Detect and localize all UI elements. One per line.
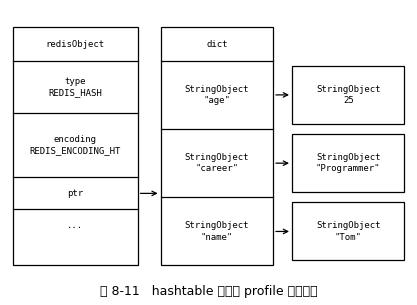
- Text: StringObject
"Tom": StringObject "Tom": [316, 221, 380, 242]
- FancyBboxPatch shape: [292, 203, 404, 260]
- FancyBboxPatch shape: [292, 66, 404, 124]
- Text: 图 8-11   hashtable 编码的 profile 哈希对象: 图 8-11 hashtable 编码的 profile 哈希对象: [100, 285, 317, 298]
- FancyBboxPatch shape: [13, 27, 138, 265]
- Text: StringObject
"name": StringObject "name": [185, 221, 249, 242]
- Text: ...: ...: [67, 221, 83, 230]
- Text: encoding
REDIS_ENCODING_HT: encoding REDIS_ENCODING_HT: [29, 135, 121, 156]
- Text: StringObject
"career": StringObject "career": [185, 153, 249, 174]
- FancyBboxPatch shape: [161, 27, 273, 265]
- Text: type
REDIS_HASH: type REDIS_HASH: [48, 77, 102, 97]
- Text: StringObject
"Programmer": StringObject "Programmer": [316, 153, 380, 174]
- Text: StringObject
25: StringObject 25: [316, 85, 380, 105]
- FancyBboxPatch shape: [292, 134, 404, 192]
- Text: redisObject: redisObject: [45, 40, 105, 48]
- Text: StringObject
"age": StringObject "age": [185, 85, 249, 105]
- Text: dict: dict: [206, 40, 228, 48]
- Text: ptr: ptr: [67, 189, 83, 198]
